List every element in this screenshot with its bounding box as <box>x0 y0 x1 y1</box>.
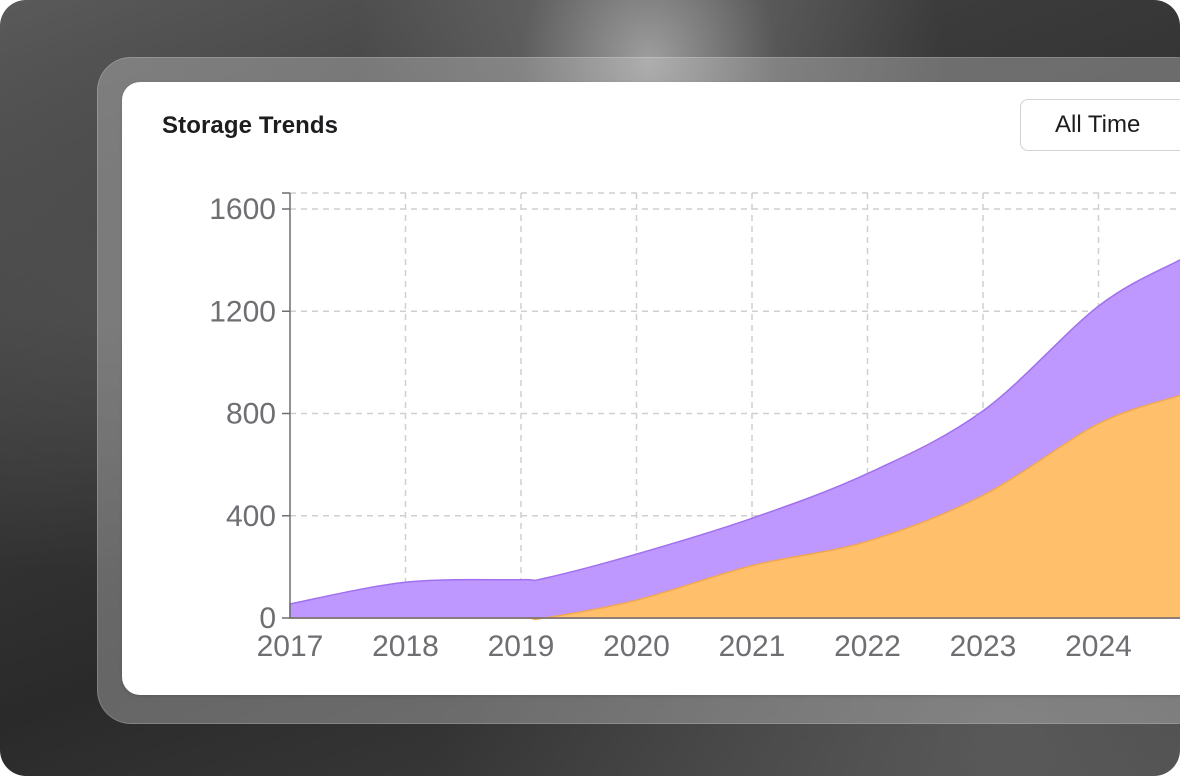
x-tick-label-2020: 2020 <box>603 630 670 663</box>
x-tick-label-2017: 2017 <box>257 630 324 663</box>
y-tick-label-800: 800 <box>226 398 276 431</box>
x-tick-label-2018: 2018 <box>372 630 439 663</box>
x-tick-label-2021: 2021 <box>719 630 786 663</box>
y-tick-label-400: 400 <box>226 500 276 533</box>
x-tick-label-2022: 2022 <box>834 630 901 663</box>
time-range-button[interactable]: All Time <box>1020 99 1180 151</box>
x-tick-label-2019: 2019 <box>488 630 555 663</box>
x-tick-label-2024: 2024 <box>1065 630 1132 663</box>
y-tick-label-1600: 1600 <box>209 193 276 226</box>
x-tick-label-2023: 2023 <box>950 630 1017 663</box>
y-tick-label-1200: 1200 <box>209 295 276 328</box>
card-title: Storage Trends <box>162 112 339 139</box>
y-tick-label-0: 0 <box>259 602 276 635</box>
